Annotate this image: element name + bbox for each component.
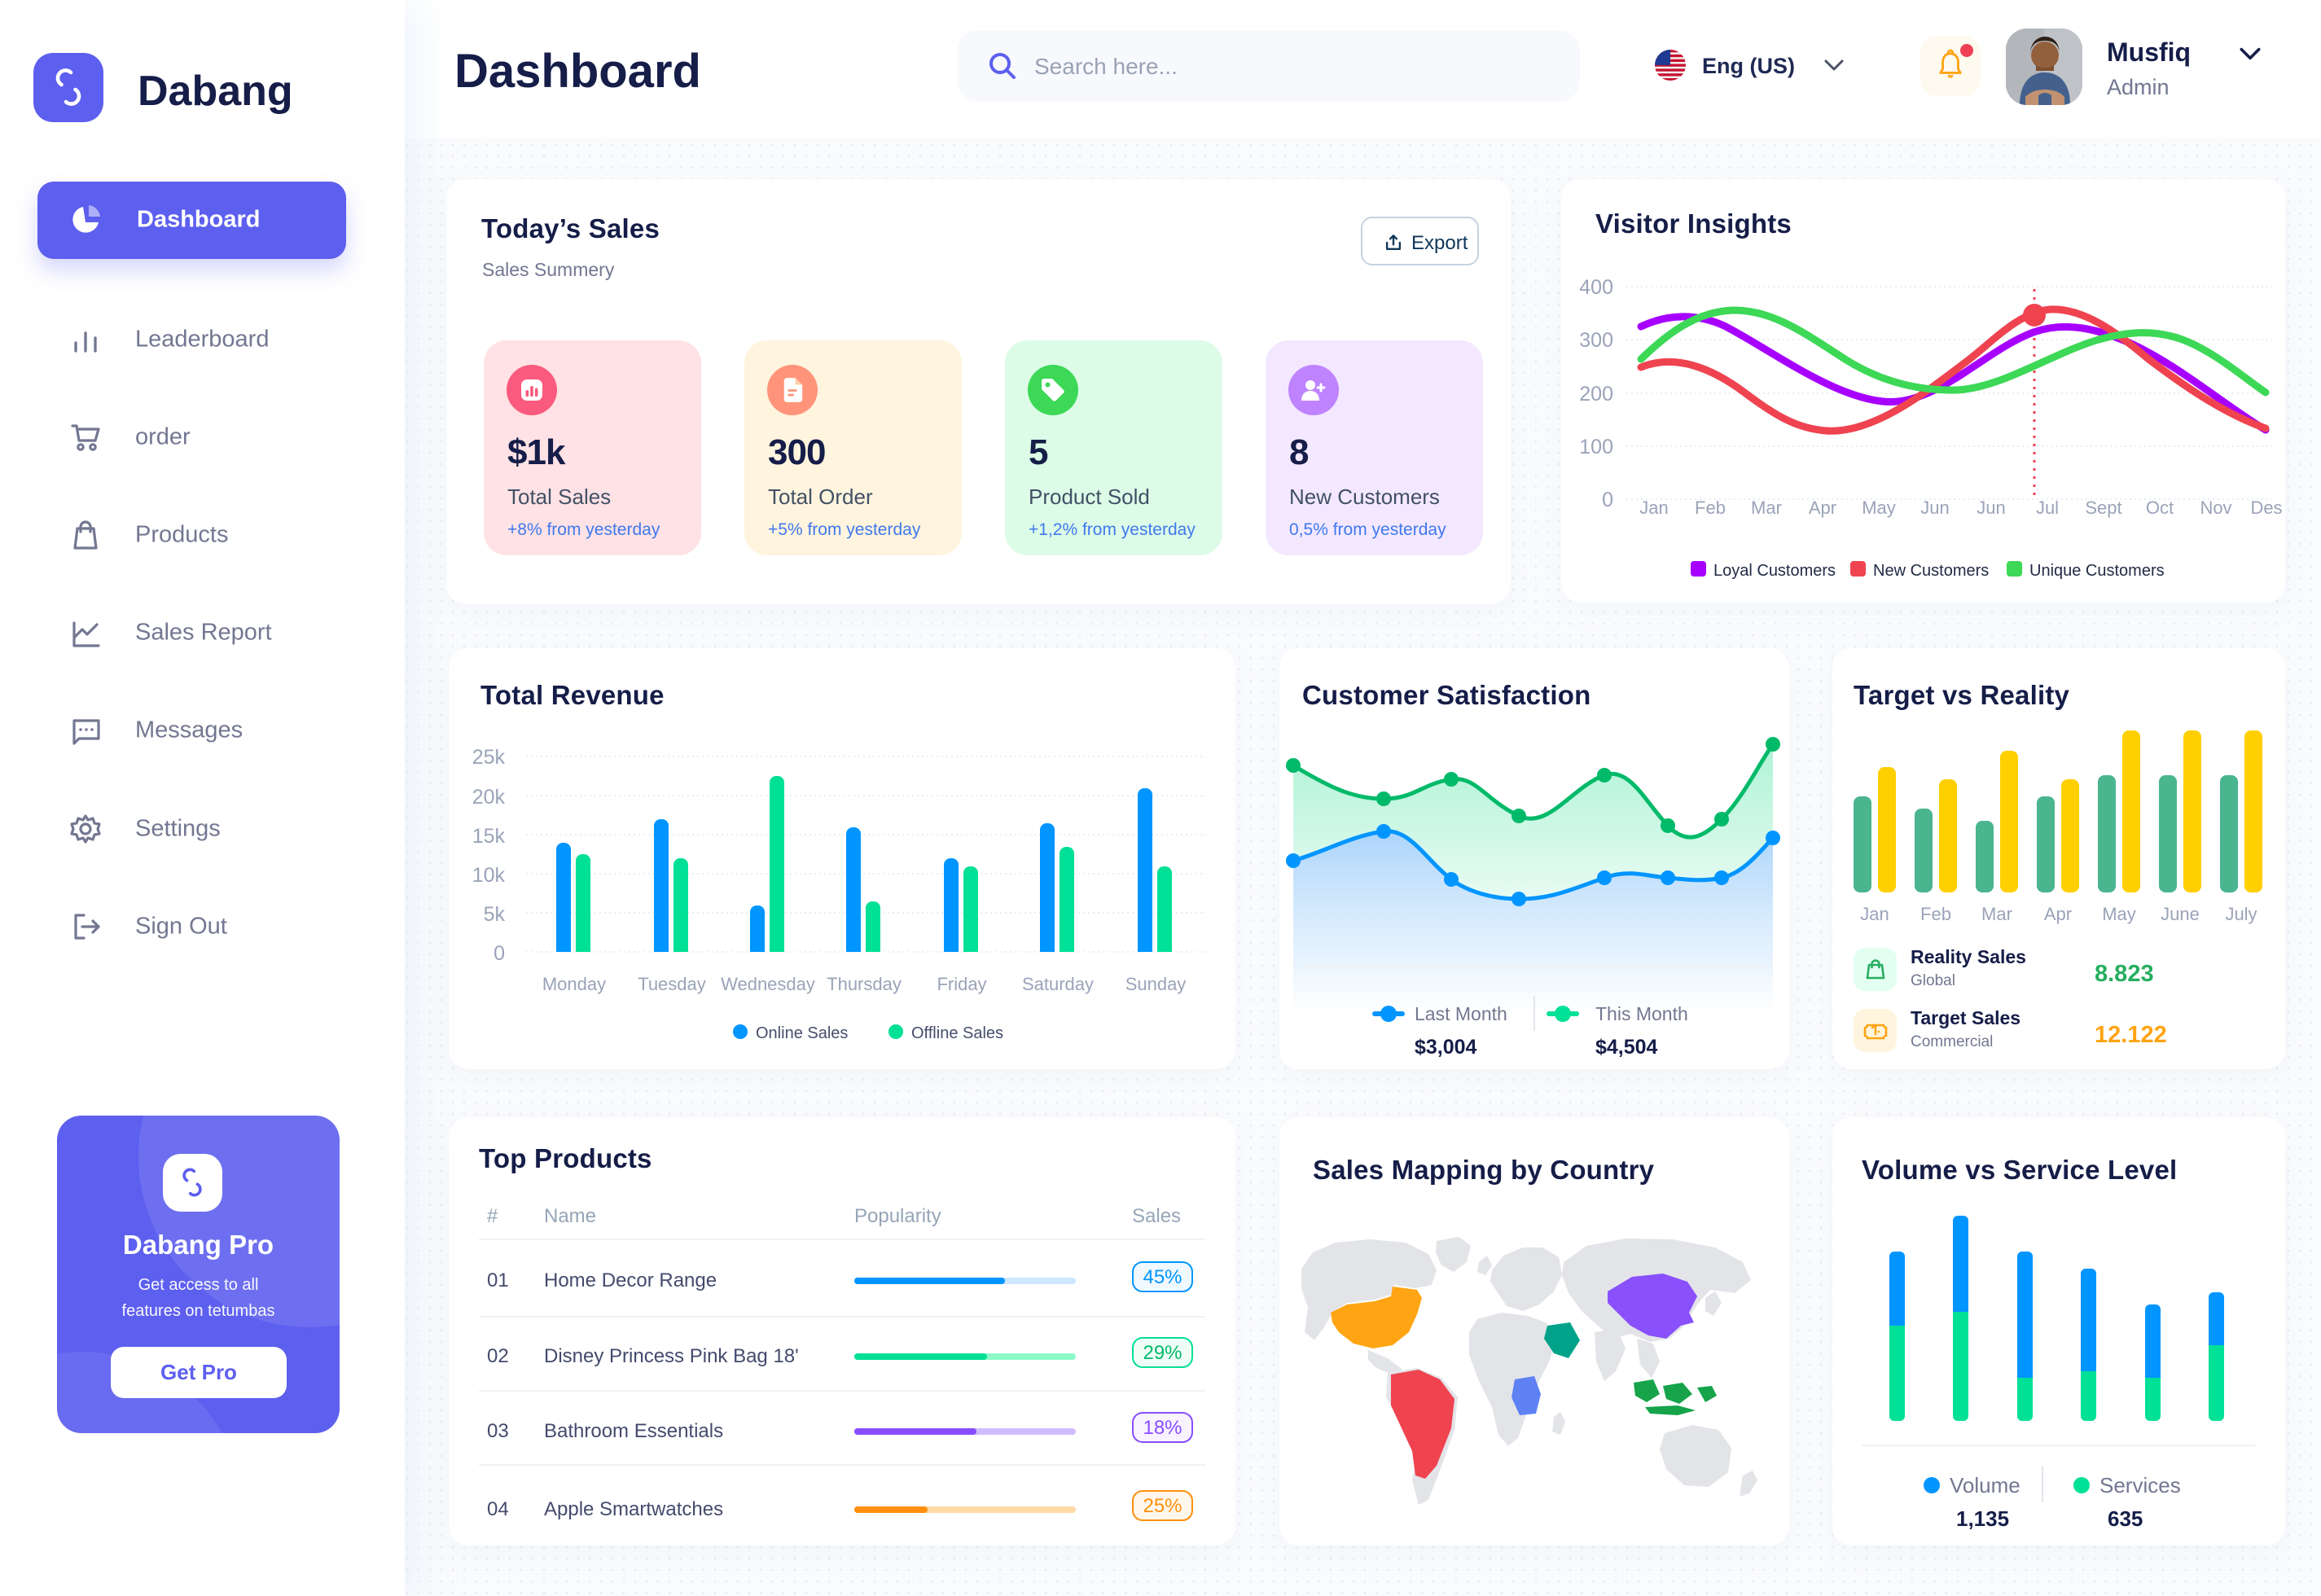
svg-text:Sept: Sept — [2085, 498, 2121, 518]
svg-text:0: 0 — [494, 942, 505, 965]
svg-text:Volume: Volume — [1950, 1473, 2020, 1497]
svg-text:July: July — [2225, 904, 2257, 924]
svg-text:15k: 15k — [472, 825, 506, 848]
svg-text:$4,504: $4,504 — [1595, 1036, 1658, 1059]
svg-text:Des: Des — [2250, 498, 2282, 518]
svg-text:Jun: Jun — [1920, 498, 1949, 518]
svg-text:May: May — [2102, 904, 2136, 924]
svg-text:May: May — [1862, 498, 1896, 518]
svg-text:Last Month: Last Month — [1415, 1003, 1507, 1024]
svg-text:635: 635 — [2108, 1506, 2143, 1531]
svg-text:Offline Sales: Offline Sales — [911, 1024, 1003, 1042]
svg-text:Saturday: Saturday — [1022, 974, 1094, 994]
svg-text:Jan: Jan — [1860, 904, 1889, 924]
svg-text:Mar: Mar — [1751, 498, 1782, 518]
svg-text:Monday: Monday — [542, 974, 606, 994]
svg-text:Mar: Mar — [1981, 904, 2012, 924]
svg-text:Services: Services — [2099, 1473, 2181, 1497]
svg-text:Wednesday: Wednesday — [721, 974, 815, 994]
svg-text:25k: 25k — [472, 746, 506, 769]
svg-text:New Customers: New Customers — [1873, 562, 1989, 580]
svg-text:Loyal Customers: Loyal Customers — [1713, 562, 1836, 580]
svg-text:$3,004: $3,004 — [1415, 1036, 1477, 1059]
svg-text:Apr: Apr — [2044, 904, 2072, 924]
svg-text:June: June — [2161, 904, 2200, 924]
svg-text:This Month: This Month — [1595, 1003, 1688, 1024]
svg-text:Jun: Jun — [1977, 498, 2005, 518]
svg-text:0: 0 — [1602, 489, 1613, 511]
svg-text:1,135: 1,135 — [1956, 1506, 2009, 1531]
svg-text:Jan: Jan — [1639, 498, 1668, 518]
svg-text:10k: 10k — [472, 864, 506, 887]
svg-text:Nov: Nov — [2200, 498, 2231, 518]
svg-text:100: 100 — [1579, 436, 1613, 458]
svg-text:Tuesday: Tuesday — [638, 974, 706, 994]
svg-text:300: 300 — [1579, 329, 1613, 352]
svg-text:Oct: Oct — [2146, 498, 2174, 518]
svg-text:Sunday: Sunday — [1125, 974, 1187, 994]
svg-text:Jul: Jul — [2036, 498, 2059, 518]
svg-text:Friday: Friday — [937, 974, 986, 994]
svg-text:Online Sales: Online Sales — [756, 1024, 848, 1042]
svg-text:Feb: Feb — [1920, 904, 1951, 924]
svg-text:Unique Customers: Unique Customers — [2029, 562, 2165, 580]
svg-text:5k: 5k — [484, 903, 506, 926]
svg-text:Apr: Apr — [1809, 498, 1836, 518]
svg-text:Feb: Feb — [1695, 498, 1726, 518]
svg-text:Thursday: Thursday — [827, 974, 902, 994]
svg-text:20k: 20k — [472, 786, 506, 809]
svg-text:400: 400 — [1579, 276, 1613, 299]
svg-text:200: 200 — [1579, 383, 1613, 406]
